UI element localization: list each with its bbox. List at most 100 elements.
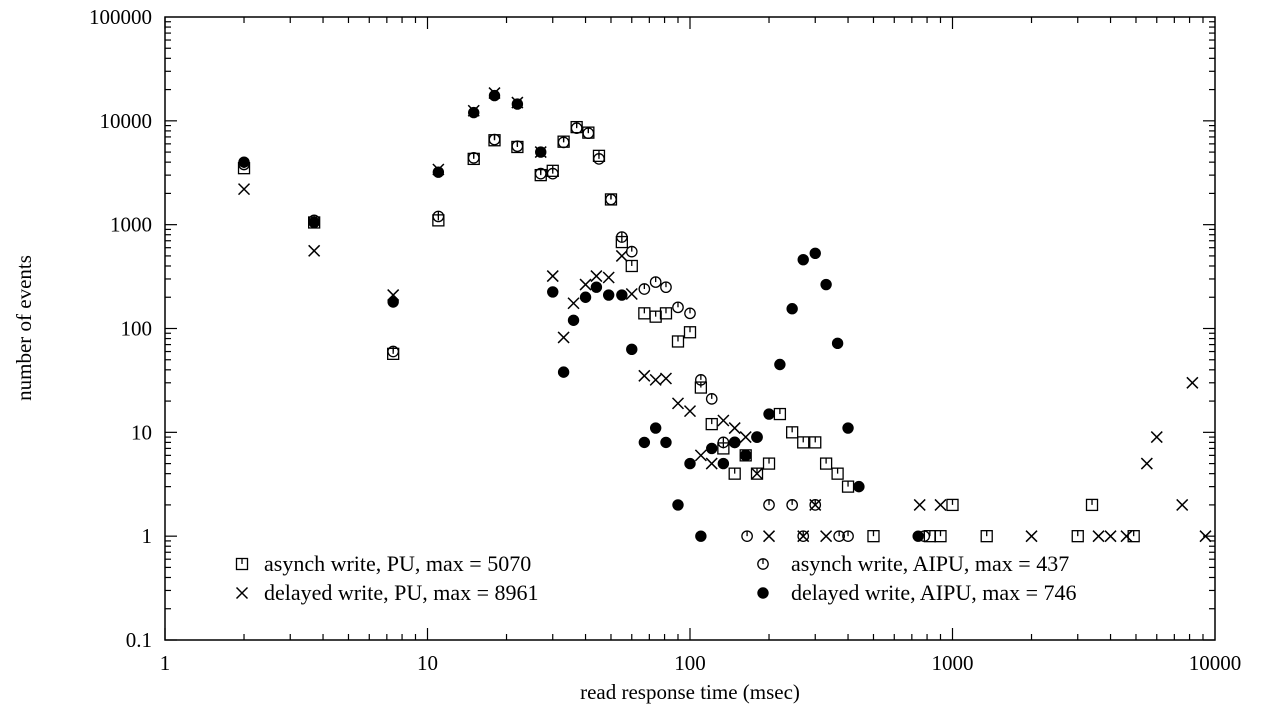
data-point-series-4 <box>751 431 763 443</box>
data-point-series-1 <box>649 310 662 323</box>
data-point-series-4 <box>488 89 501 102</box>
data-point-series-1 <box>671 335 685 348</box>
legend-marker-2 <box>235 586 249 600</box>
data-point-series-2 <box>1120 530 1133 543</box>
data-point-series-1 <box>762 457 776 470</box>
y-tick-label: 0.1 <box>126 628 152 652</box>
data-point-series-3 <box>593 153 605 165</box>
data-point-series-1 <box>1127 530 1140 543</box>
data-point-series-4 <box>695 530 707 542</box>
data-point-series-4 <box>797 253 809 266</box>
data-point-series-4 <box>763 408 775 420</box>
data-point-series-3 <box>717 436 730 449</box>
data-point-series-3 <box>842 530 854 543</box>
y-axis-label: number of events <box>12 255 36 401</box>
data-point-series-2 <box>1186 376 1199 389</box>
data-point-series-2 <box>659 372 673 385</box>
data-point-series-2 <box>1025 530 1038 543</box>
data-point-series-3 <box>660 281 672 294</box>
data-point-series-2 <box>1140 457 1153 470</box>
data-point-series-3 <box>786 499 799 511</box>
data-point-series-2 <box>567 297 580 310</box>
legend-label-4: delayed write, AIPU, max = 746 <box>791 580 1077 605</box>
y-tick-label: 10000 <box>100 109 153 133</box>
data-point-series-1 <box>625 259 638 273</box>
data-point-series-2 <box>625 287 638 301</box>
data-point-series-2 <box>579 278 592 291</box>
data-point-series-4 <box>820 278 832 291</box>
data-point-series-1 <box>1071 530 1084 543</box>
data-point-series-2 <box>762 530 776 543</box>
data-point-series-2 <box>1104 530 1117 543</box>
y-tick-label: 100000 <box>89 5 152 29</box>
y-tick-label: 10 <box>131 420 152 444</box>
data-point-series-1 <box>773 407 787 421</box>
data-point-series-4 <box>432 166 445 178</box>
data-point-series-1 <box>638 307 651 320</box>
legend-label-3: asynch write, AIPU, max = 437 <box>791 551 1069 576</box>
data-point-series-1 <box>717 442 730 455</box>
data-point-series-4 <box>638 436 651 449</box>
data-point-series-4 <box>706 442 718 455</box>
data-point-series-2 <box>728 422 741 435</box>
data-point-series-3 <box>763 499 775 511</box>
data-point-series-2 <box>1150 431 1163 444</box>
data-point-series-2 <box>1092 530 1105 543</box>
legend-marker-3 <box>757 558 769 570</box>
data-point-series-2 <box>671 397 685 410</box>
data-point-series-3 <box>582 127 595 140</box>
data-point-series-3 <box>809 499 822 511</box>
data-point-series-4 <box>308 216 320 229</box>
x-tick-label: 100 <box>674 651 706 675</box>
x-tick-label: 1000 <box>932 651 974 675</box>
data-point-series-4 <box>579 291 592 303</box>
legend-label-2: delayed write, PU, max = 8961 <box>264 580 539 605</box>
data-point-series-4 <box>739 449 752 462</box>
data-point-series-2 <box>557 331 570 344</box>
data-point-series-4 <box>786 303 798 315</box>
data-point-series-4 <box>649 422 662 434</box>
data-point-series-4 <box>660 436 672 449</box>
data-point-series-1 <box>728 467 741 480</box>
data-point-series-4 <box>912 530 924 542</box>
data-point-series-3 <box>649 276 662 288</box>
data-point-series-1 <box>797 436 810 449</box>
data-point-series-4 <box>511 98 524 110</box>
data-point-series-4 <box>590 281 603 293</box>
data-point-series-2 <box>934 498 947 511</box>
axis-tick-labels: 1 10 100 1000 10000 0.1 1 10 100 1000 10000 100000 <box>89 5 1241 675</box>
data-point-series-2 <box>237 183 251 196</box>
data-point-series-2 <box>590 270 603 283</box>
x-tick-label: 10 <box>417 651 438 675</box>
data-point-series-1 <box>980 530 993 543</box>
data-point-series-4 <box>728 436 741 449</box>
legend-label-1: asynch write, PU, max = 5070 <box>264 551 531 576</box>
axis-ticks <box>164 17 1215 641</box>
data-point-series-4 <box>717 457 730 470</box>
data-point-series-1 <box>867 530 880 543</box>
data-point-series-4 <box>567 314 580 326</box>
data-point-series-3 <box>833 530 846 543</box>
data-point-series-4 <box>387 296 399 308</box>
data-point-series-2 <box>820 530 833 543</box>
data-point-series-2 <box>308 244 321 257</box>
data-point-series-4 <box>853 480 865 493</box>
data-point-series-1 <box>841 480 855 493</box>
data-point-series-3 <box>705 393 718 405</box>
data-point-series-2 <box>913 498 926 511</box>
x-tick-label: 1 <box>160 651 171 675</box>
y-tick-label: 1000 <box>110 213 152 237</box>
data-point-series-2 <box>705 457 718 470</box>
data-point-series-1 <box>683 326 697 339</box>
data-point-series-4 <box>626 343 638 356</box>
data-point-series-3 <box>511 140 524 153</box>
x-tick-label: 10000 <box>1189 651 1242 675</box>
data-point-series-1 <box>831 467 844 480</box>
data-point-series-3 <box>605 193 617 206</box>
data-point-series-1 <box>809 436 822 449</box>
legend-marker-4 <box>757 587 769 599</box>
data-point-series-3 <box>695 374 707 386</box>
data-point-series-3 <box>488 133 501 146</box>
data-point-series-1 <box>659 307 673 320</box>
data-markers <box>237 87 1212 543</box>
